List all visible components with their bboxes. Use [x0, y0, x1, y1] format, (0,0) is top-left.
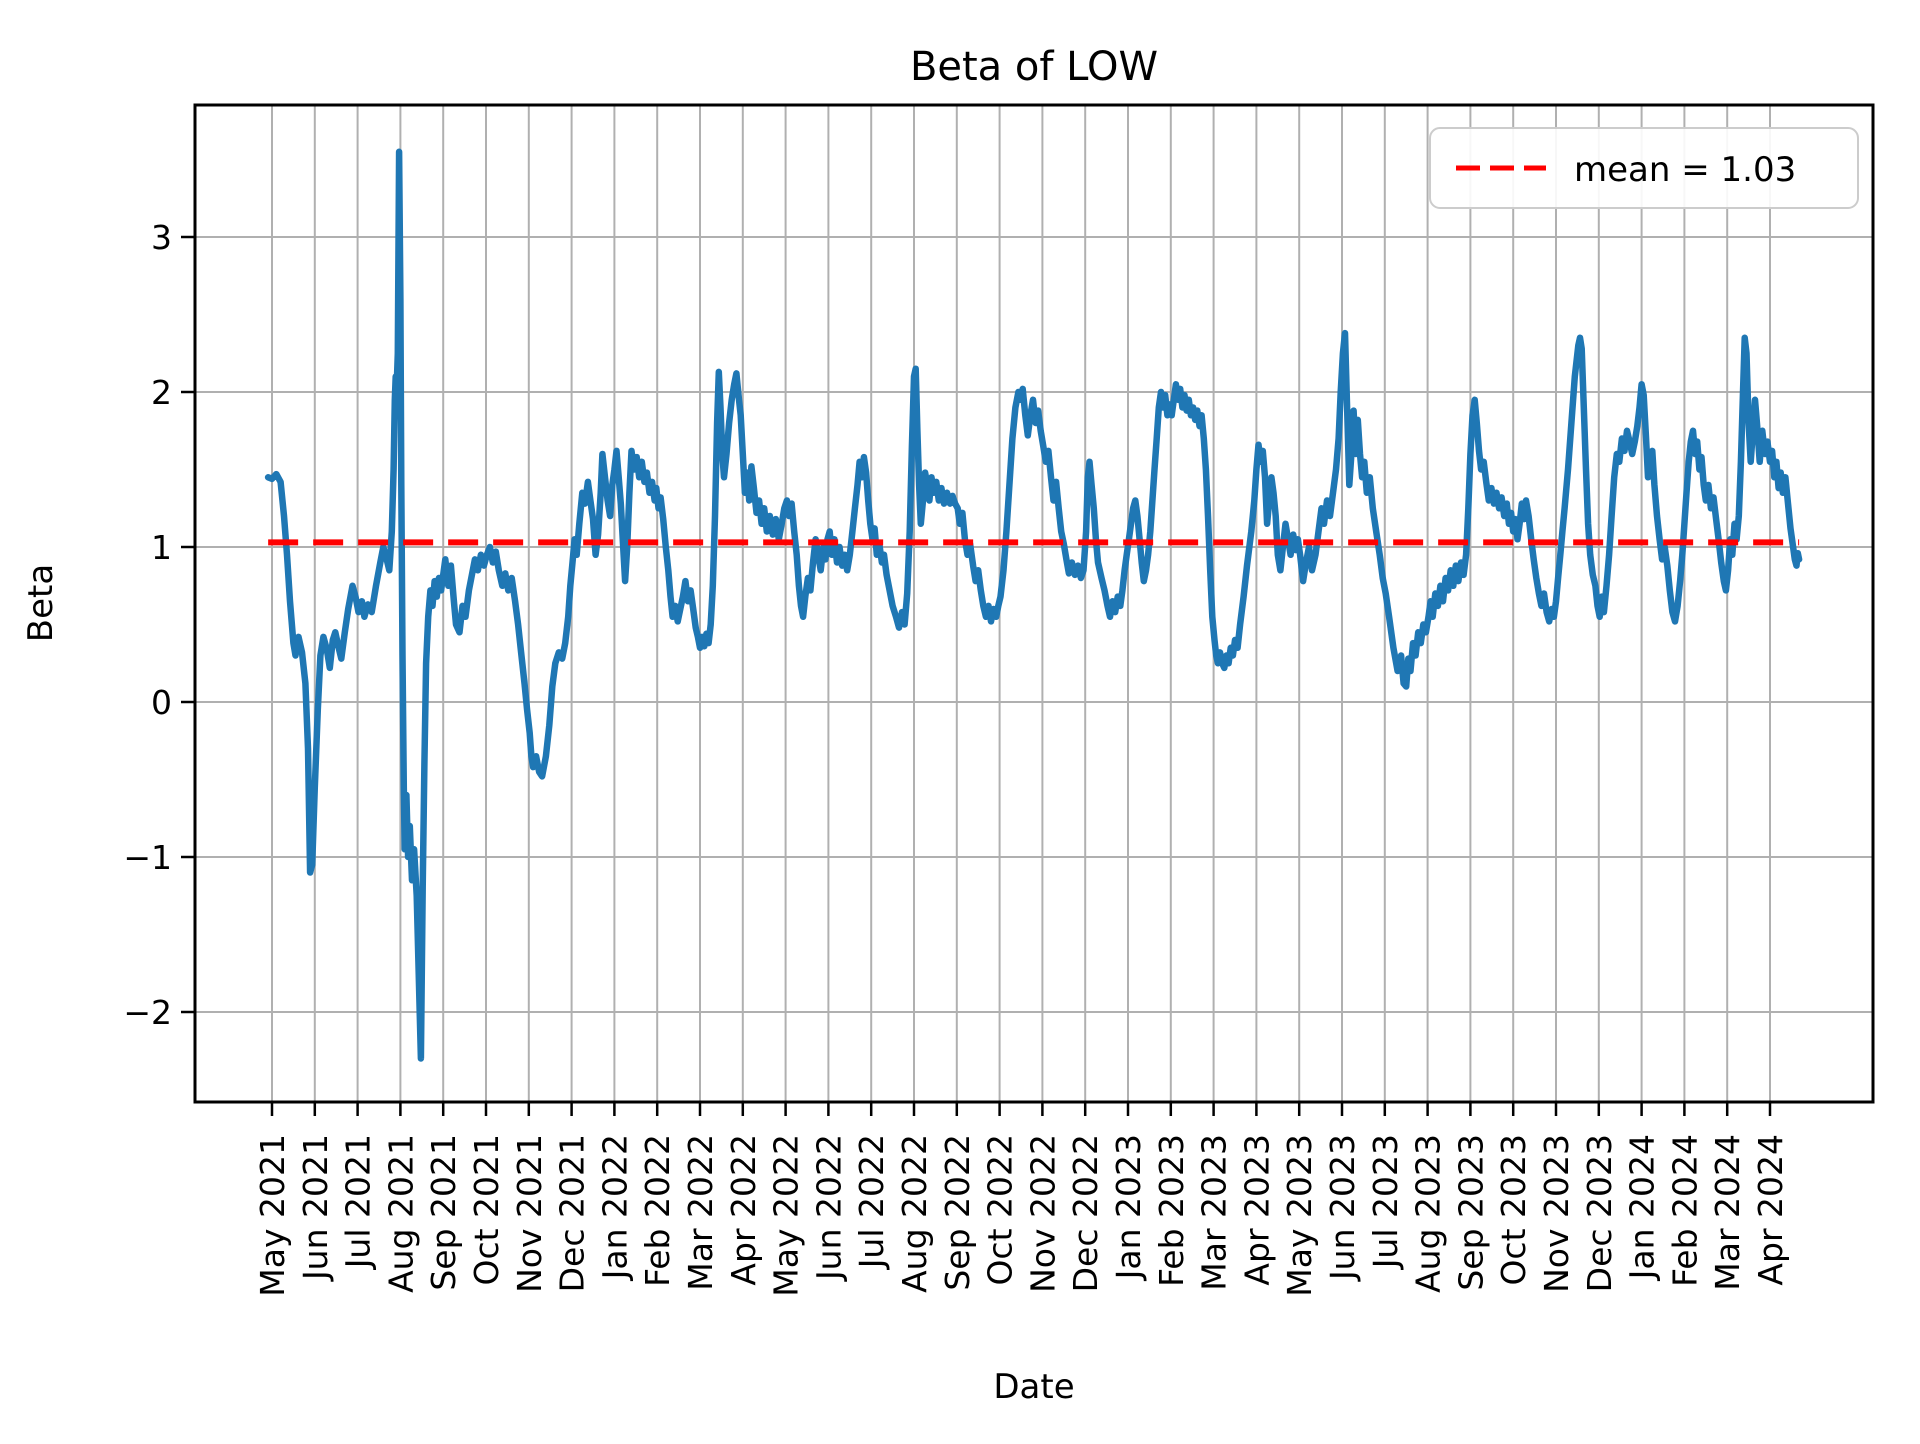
chart-title: Beta of LOW	[910, 44, 1158, 90]
x-tick-label: Jun 2021	[296, 1134, 335, 1282]
x-tick-label: Aug 2022	[895, 1134, 934, 1293]
x-tick-label: Jan 2023	[1109, 1134, 1148, 1281]
legend: mean = 1.03	[1429, 127, 1859, 209]
x-tick-label: Dec 2022	[1066, 1134, 1105, 1292]
y-tick-label: 2	[151, 373, 172, 412]
y-axis-label: Beta	[21, 564, 61, 642]
y-tick-label: −1	[123, 838, 172, 877]
x-tick-label: Jun 2022	[809, 1134, 848, 1282]
x-tick-label: Aug 2021	[381, 1134, 420, 1293]
x-tick-label: May 2021	[253, 1134, 292, 1297]
x-tick-label: Jan 2024	[1623, 1134, 1662, 1281]
x-tick-label: Dec 2021	[553, 1134, 592, 1292]
y-tick-label: −2	[123, 993, 172, 1032]
x-tick-label: Nov 2021	[510, 1134, 549, 1293]
legend-box	[1429, 127, 1859, 209]
x-tick-label: Apr 2023	[1237, 1134, 1276, 1286]
y-tick-label: 3	[151, 218, 172, 257]
x-tick-label: Sep 2023	[1451, 1134, 1490, 1291]
x-tick-label: Nov 2023	[1537, 1134, 1576, 1293]
x-tick-label: May 2023	[1280, 1134, 1319, 1297]
x-tick-label: Oct 2021	[467, 1134, 506, 1286]
x-tick-label: Dec 2023	[1580, 1134, 1619, 1292]
gridlines	[195, 105, 1873, 1102]
x-tick-label: Jun 2023	[1323, 1134, 1362, 1282]
x-tick-label: Oct 2022	[981, 1134, 1020, 1286]
x-tick-label: Feb 2022	[638, 1134, 677, 1287]
legend-label: mean = 1.03	[1574, 150, 1796, 190]
x-tick-label: Aug 2023	[1409, 1134, 1448, 1293]
y-tick-label: 0	[151, 683, 172, 722]
x-tick-label: May 2022	[767, 1134, 806, 1297]
x-tick-label: Sep 2022	[938, 1134, 977, 1291]
x-tick-label: Nov 2022	[1023, 1134, 1062, 1293]
x-tick-label: Sep 2021	[424, 1134, 463, 1291]
x-axis-label: Date	[993, 1367, 1074, 1407]
tick-marks	[181, 235, 1772, 1116]
x-tick-label: Apr 2024	[1751, 1134, 1790, 1286]
x-tick-label: Jul 2023	[1366, 1134, 1405, 1270]
x-tick-label: Feb 2023	[1152, 1134, 1191, 1287]
x-tick-label: Feb 2024	[1665, 1134, 1704, 1287]
x-tick-label: Oct 2023	[1494, 1134, 1533, 1286]
x-tick-labels: May 2021 Jun 2021 Jul 2021 Aug 2021 Sep 2021…	[253, 1134, 1790, 1297]
x-tick-label: Mar 2023	[1195, 1134, 1234, 1291]
x-tick-label: Jan 2022	[595, 1134, 634, 1281]
x-tick-label: Apr 2022	[724, 1134, 763, 1286]
plot-frame	[193, 103, 1875, 1104]
beta-series-line	[264, 148, 1803, 1062]
x-tick-label: Jul 2022	[852, 1134, 891, 1270]
y-tick-label: 1	[151, 528, 172, 567]
x-tick-label: Jul 2021	[339, 1134, 378, 1270]
x-tick-label: Mar 2024	[1708, 1134, 1747, 1291]
x-tick-label: Mar 2022	[681, 1134, 720, 1291]
y-tick-labels: −2 −1 0 1 2 3	[123, 218, 172, 1032]
